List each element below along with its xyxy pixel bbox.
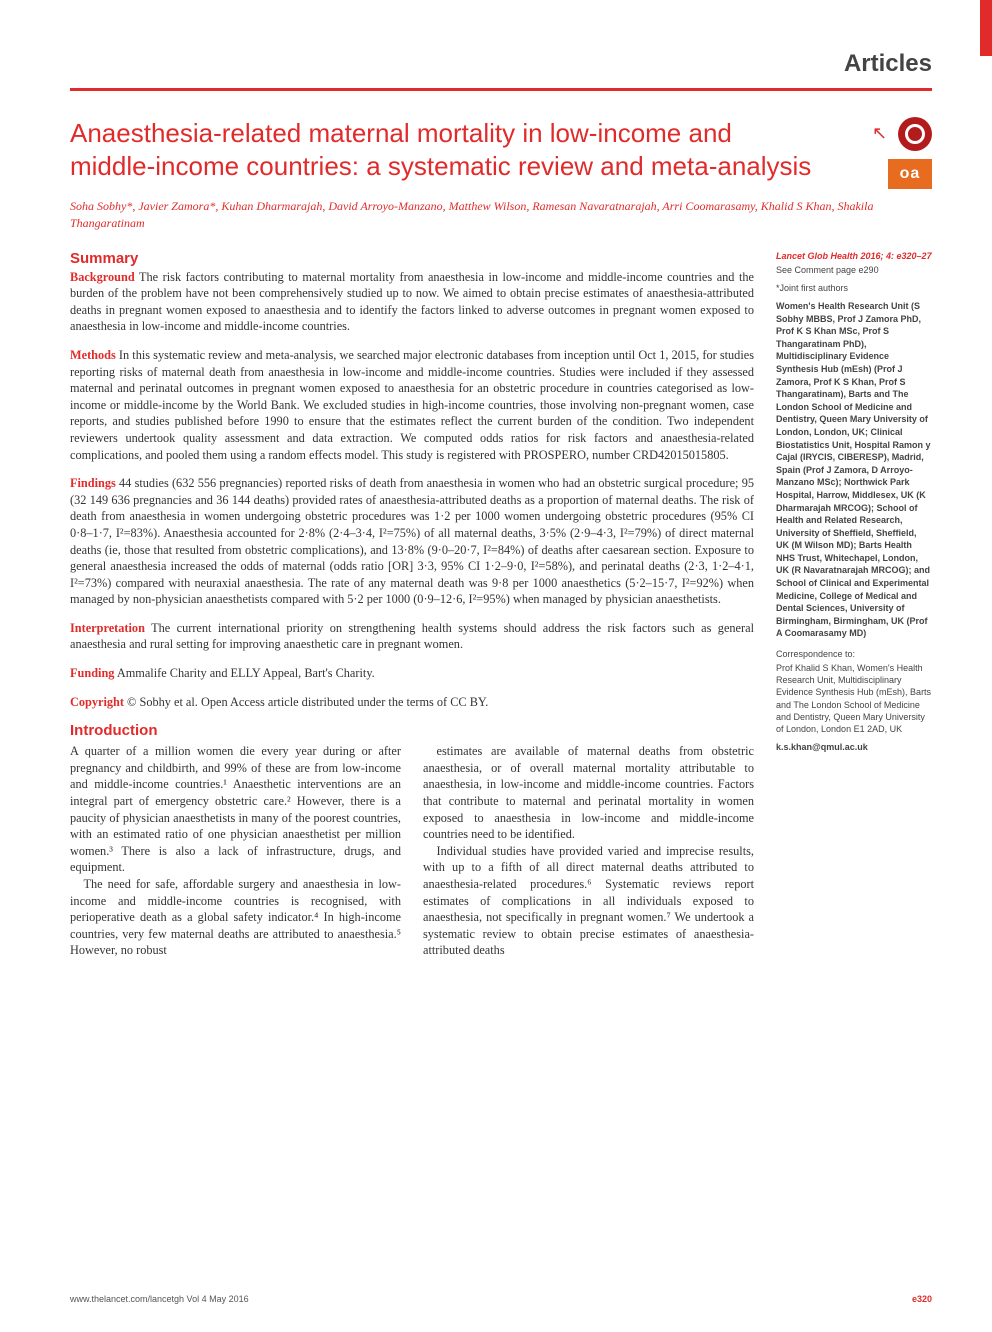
correspondence-label: Correspondence to: — [776, 648, 932, 660]
main-column: Summary Background The risk factors cont… — [70, 250, 754, 959]
sidebar: Lancet Glob Health 2016; 4: e320–27 See … — [776, 250, 932, 959]
correspondence: Prof Khalid S Khan, Women's Health Resea… — [776, 662, 932, 735]
abstract-text-background: The risk factors contributing to materna… — [70, 270, 754, 334]
crossmark-badge[interactable] — [872, 117, 932, 151]
intro-para: The need for safe, affordable surgery an… — [70, 876, 401, 959]
footer-left: www.thelancet.com/lancetgh Vol 4 May 201… — [70, 1294, 249, 1304]
abstract-text-methods: In this systematic review and meta-analy… — [70, 348, 754, 462]
intro-para: A quarter of a million women die every y… — [70, 743, 401, 876]
abstract-methods: Methods In this systematic review and me… — [70, 347, 754, 463]
joint-first-note: *Joint first authors — [776, 282, 932, 294]
content-row: Summary Background The risk factors cont… — [70, 250, 932, 959]
affiliations: Women's Health Research Unit (S Sobhy MB… — [776, 300, 932, 640]
section-label: Articles — [70, 50, 932, 78]
abstract-background: Background The risk factors contributing… — [70, 269, 754, 335]
abstract-funding: Funding Ammalife Charity and ELLY Appeal… — [70, 665, 754, 682]
abstract-label-background: Background — [70, 270, 135, 284]
page-number: e320 — [912, 1294, 932, 1304]
intro-para: estimates are available of maternal deat… — [423, 743, 754, 843]
intro-para: Individual studies have provided varied … — [423, 843, 754, 959]
authors-line: Soha Sobhy*, Javier Zamora*, Kuhan Dharm… — [70, 198, 932, 232]
abstract-label-funding: Funding — [70, 666, 114, 680]
see-comment: See Comment page e290 — [776, 264, 932, 276]
intro-body: A quarter of a million women die every y… — [70, 743, 754, 959]
crossmark-icon — [898, 117, 932, 151]
open-access-badge: oa — [888, 159, 932, 189]
abstract-text-funding: Ammalife Charity and ELLY Appeal, Bart's… — [114, 666, 374, 680]
summary-heading: Summary — [70, 250, 754, 267]
abstract-interpretation: Interpretation The current international… — [70, 620, 754, 653]
abstract-label-interpretation: Interpretation — [70, 621, 145, 635]
correspondence-email: k.s.khan@qmul.ac.uk — [776, 741, 932, 754]
abstract-text-copyright: © Sobhy et al. Open Access article distr… — [124, 695, 488, 709]
article-title: Anaesthesia-related maternal mortality i… — [70, 117, 818, 182]
abstract-text-interpretation: The current international priority on st… — [70, 621, 754, 652]
abstract-label-findings: Findings — [70, 476, 116, 490]
journal-ref: Lancet Glob Health 2016; 4: e320–27 — [776, 250, 932, 262]
abstract-text-findings: 44 studies (632 556 pregnancies) reporte… — [70, 476, 754, 606]
red-rule — [70, 88, 932, 91]
abstract-findings: Findings 44 studies (632 556 pregnancies… — [70, 475, 754, 608]
abstract-copyright: Copyright © Sobhy et al. Open Access art… — [70, 694, 754, 711]
badges: oa — [842, 117, 932, 189]
title-row: Anaesthesia-related maternal mortality i… — [70, 117, 932, 198]
intro-heading: Introduction — [70, 722, 754, 739]
abstract-label-methods: Methods — [70, 348, 116, 362]
abstract-label-copyright: Copyright — [70, 695, 124, 709]
footer: www.thelancet.com/lancetgh Vol 4 May 201… — [70, 1294, 932, 1304]
arrow-icon — [872, 123, 894, 145]
page-container: Articles Anaesthesia-related maternal mo… — [0, 0, 992, 1332]
